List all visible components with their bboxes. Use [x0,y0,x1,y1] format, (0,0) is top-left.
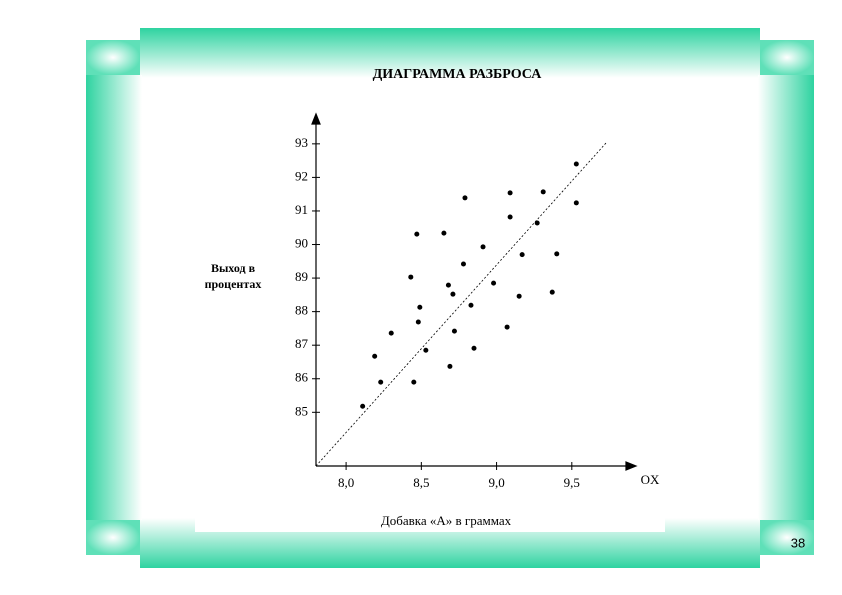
y-tick-label: 88 [295,303,308,318]
y-axis-label: процентах [205,277,262,291]
point [360,403,366,409]
point [411,379,417,385]
point [460,261,466,267]
point [480,244,486,250]
point [445,282,451,288]
trend-line [315,142,607,467]
point [450,291,456,297]
x-tick-label: 9,5 [564,475,580,490]
point [415,319,421,325]
point [534,220,540,226]
point [491,280,497,286]
y-tick-label: 89 [295,269,308,284]
y-tick-label: 90 [295,236,308,251]
point [462,195,468,201]
point [573,161,579,167]
point [516,293,522,299]
point [441,230,447,236]
page-number: 38 [791,535,805,550]
point [388,330,394,336]
point [414,231,420,237]
y-tick-label: 91 [295,202,308,217]
x-axis-name: OX [641,472,660,487]
point [447,363,453,369]
chart-title: ДИАГРАММА РАЗБРОСА [373,67,543,82]
y-tick-label: 87 [295,336,309,351]
point [504,324,510,330]
y-axis-label: Выход в [211,261,256,275]
point [507,190,513,196]
point [408,274,414,280]
axes [311,112,638,471]
point [451,328,457,334]
point [540,189,546,195]
frame [86,28,814,568]
point [507,214,513,220]
y-tick-label: 92 [295,168,308,183]
y-tick-label: 86 [295,370,309,385]
point [471,345,477,351]
point [573,200,579,206]
y-tick-label: 93 [295,135,308,150]
point [372,353,378,359]
y-tick-label: 85 [295,403,308,418]
point [378,379,384,385]
x-tick-label: 8,5 [413,475,429,490]
x-axis-label: Добавка «А» в граммах [381,513,512,528]
point [519,252,525,258]
x-tick-label: 9,0 [488,475,504,490]
point [423,347,429,353]
point [468,302,474,308]
x-tick-label: 8,0 [338,475,354,490]
point [417,304,423,310]
point [549,289,555,295]
point [554,251,560,257]
